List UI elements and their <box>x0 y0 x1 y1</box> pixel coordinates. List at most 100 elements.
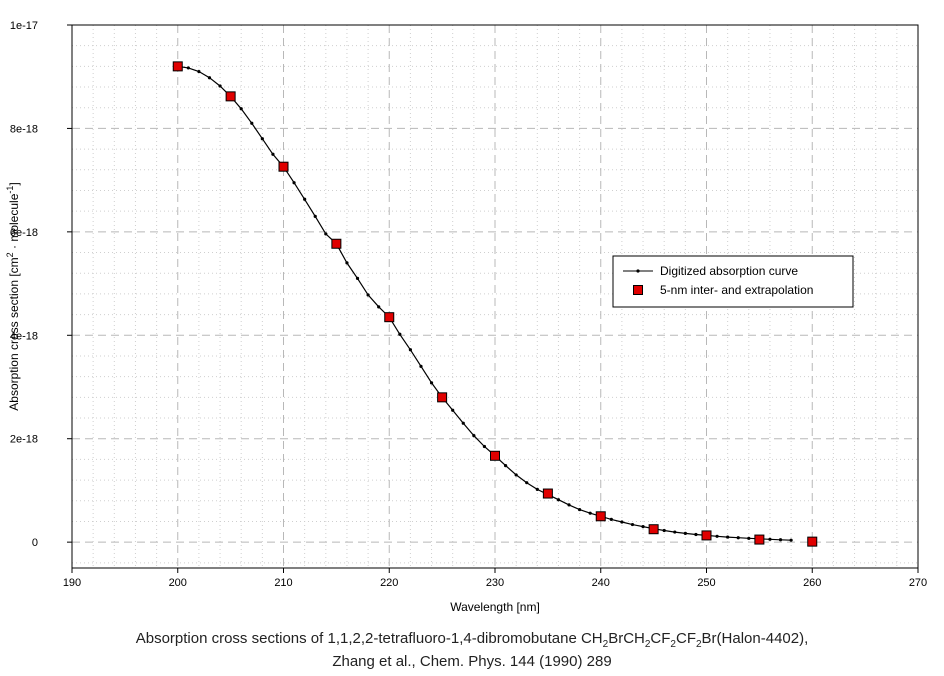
formula-part: CF <box>650 630 671 647</box>
digitized-curve-point <box>726 535 730 539</box>
x-tick-label: 190 <box>63 577 81 589</box>
digitized-curve-point <box>250 121 254 125</box>
digitized-curve-point <box>778 538 783 542</box>
digitized-curve-point <box>578 507 582 512</box>
digitized-curve-point <box>768 537 772 541</box>
digitized-curve-point <box>377 305 381 309</box>
digitized-curve-point <box>514 473 518 477</box>
legend-label-digitized-curve: Digitized absorption curve <box>660 264 798 278</box>
x-tick-label: 210 <box>274 577 292 589</box>
digitized-curve-point <box>429 381 434 385</box>
digitized-curve-point <box>355 276 360 280</box>
interpolation-point <box>490 450 500 461</box>
grid <box>72 25 918 568</box>
formula-part: BrCH <box>608 630 645 647</box>
caption-prefix: Absorption cross sections of 1,1,2,2-tet… <box>135 630 603 647</box>
digitized-curve-point <box>715 534 719 538</box>
interpolation-point <box>595 511 606 522</box>
digitized-curve-point <box>472 434 476 438</box>
digitized-curve-point <box>662 528 666 533</box>
formula-part: Br(Halon-4402), <box>701 630 809 647</box>
digitized-curve-point <box>239 107 243 111</box>
digitized-curve-point <box>197 69 201 74</box>
digitized-curve-point <box>366 293 370 297</box>
digitized-curve-point <box>736 536 740 540</box>
digitized-curve-point <box>482 444 487 449</box>
digitized-curve-point <box>789 538 793 542</box>
digitized-curve-point <box>398 332 402 336</box>
y-axis-title: Absorption cross section [cm2 · molecule… <box>5 182 21 410</box>
y-tick-labels: 0 2e-18 4e-18 6e-18 8e-18 1e-17 <box>10 20 38 549</box>
digitized-curve-point <box>683 531 687 535</box>
digitized-curve-point <box>303 197 307 201</box>
digitized-curve-point <box>694 532 698 537</box>
x-axis-title: Wavelength [nm] <box>450 600 540 614</box>
digitized-curve-point <box>451 408 455 412</box>
y-tick-label: 6e-18 <box>10 227 38 239</box>
digitized-curve-point <box>535 487 539 491</box>
digitized-curve-point <box>419 364 423 368</box>
axis-ticks <box>67 24 919 573</box>
digitized-curve-point <box>292 181 296 185</box>
digitized-curve-point <box>588 511 592 515</box>
interpolation-point <box>542 488 553 499</box>
series-5nm-interpolation <box>172 61 818 547</box>
x-tick-label: 270 <box>909 577 927 589</box>
legend-line-dot <box>636 269 640 273</box>
y-tick-label: 1e-17 <box>10 20 38 32</box>
digitized-curve-point <box>271 152 275 156</box>
x-tick-label: 240 <box>592 577 610 589</box>
digitized-curve-point <box>609 517 613 521</box>
y-tick-label: 0 <box>32 537 38 549</box>
interpolation-point <box>172 61 183 72</box>
digitized-curve-point <box>461 421 465 425</box>
digitized-curve-point <box>673 530 677 534</box>
digitized-curve-point <box>324 232 328 236</box>
interpolation-point <box>648 524 659 535</box>
digitized-curve-point <box>641 525 645 529</box>
digitized-curve-point <box>567 503 571 507</box>
digitized-curve-point <box>186 66 190 70</box>
legend-label-interpolation: 5-nm inter- and extrapolation <box>660 283 813 297</box>
interpolation-point <box>225 91 236 102</box>
interpolation-point <box>278 161 289 172</box>
x-tick-labels: 190 200 210 220 230 240 250 260 270 <box>63 577 927 589</box>
caption-line-1: Absorption cross sections of 1,1,2,2-tet… <box>0 630 944 650</box>
y-tick-label: 4e-18 <box>10 330 38 342</box>
y-axis-title-superscript: 2 <box>5 252 15 257</box>
x-tick-label: 230 <box>486 577 504 589</box>
digitized-curve-point <box>503 464 508 468</box>
legend-box <box>612 255 854 308</box>
x-tick-label: 260 <box>803 577 821 589</box>
digitized-curve-point <box>207 76 212 80</box>
x-tick-label: 250 <box>697 577 715 589</box>
interpolation-point <box>754 534 765 545</box>
y-tick-label: 2e-18 <box>10 434 38 446</box>
formula-part: CF <box>675 630 696 647</box>
formula-subscript: 2 <box>670 639 676 650</box>
y-axis-title-part: · molecule <box>7 193 21 252</box>
legend: Digitized absorption curve 5-nm inter- a… <box>612 255 854 308</box>
x-tick-label: 220 <box>380 577 398 589</box>
y-axis-title-superscript: -1 <box>5 186 15 194</box>
digitized-curve-point <box>630 522 635 527</box>
digitized-curve-point <box>313 214 317 218</box>
digitized-curve-point <box>408 348 412 352</box>
interpolation-point <box>384 312 395 323</box>
interpolation-point <box>331 238 342 249</box>
digitized-curve-point <box>525 481 529 485</box>
digitized-curve-point <box>345 261 349 265</box>
caption-line-2: Zhang et al., Chem. Phys. 144 (1990) 289 <box>332 653 612 670</box>
caption-formula: 2BrCH2CF2CF2Br(Halon-4402), <box>602 630 809 650</box>
legend-square-marker <box>633 285 643 295</box>
x-tick-label: 200 <box>169 577 187 589</box>
formula-subscript: 2 <box>695 639 702 650</box>
digitized-curve-point <box>747 536 751 540</box>
formula-subscript: 2 <box>602 639 609 650</box>
y-axis-title-part: Absorption cross section [cm <box>7 257 21 410</box>
y-axis-title-part: ] <box>7 182 21 185</box>
digitized-curve-point <box>260 137 264 141</box>
interpolation-point <box>807 536 818 547</box>
digitized-curve-point <box>620 520 624 524</box>
